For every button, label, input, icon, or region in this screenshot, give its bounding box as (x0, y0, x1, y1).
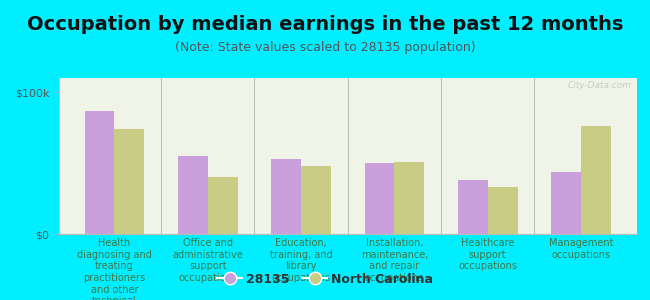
Bar (271, 159, 301, 234)
Legend: 28135, North Carolina: 28135, North Carolina (213, 268, 437, 291)
Bar (301, 166, 331, 234)
Bar (365, 163, 395, 234)
Bar (178, 156, 208, 234)
Text: City-Data.com: City-Data.com (567, 81, 631, 90)
Text: Occupation by median earnings in the past 12 months: Occupation by median earnings in the pas… (27, 15, 623, 34)
Bar (458, 180, 488, 234)
Bar (208, 177, 238, 234)
Text: (Note: State values scaled to 28135 population): (Note: State values scaled to 28135 popu… (175, 40, 475, 53)
Bar (395, 162, 424, 234)
Bar (581, 126, 611, 234)
Bar (114, 129, 144, 234)
Bar (84, 111, 114, 234)
Bar (488, 187, 517, 234)
Bar (551, 172, 581, 234)
